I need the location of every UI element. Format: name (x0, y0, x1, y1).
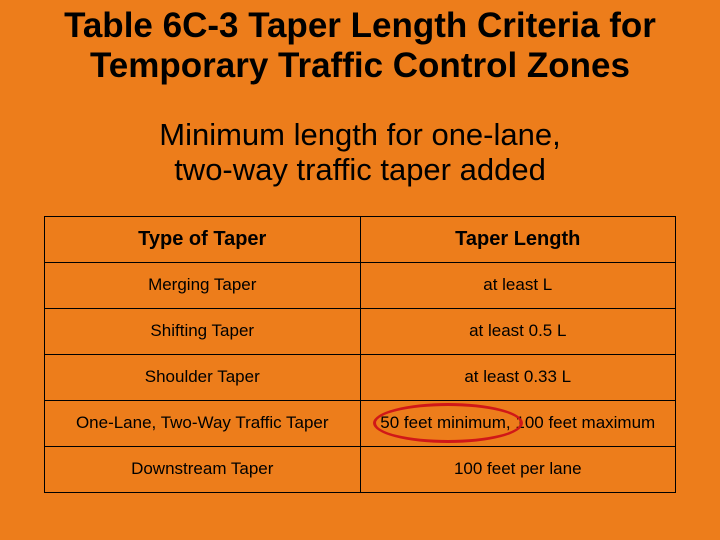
page-subtitle: Minimum length for one-lane, two-way tra… (0, 87, 720, 216)
table-row: Merging Taper at least L (45, 262, 676, 308)
cell-length: at least L (360, 262, 676, 308)
cell-length: 100 feet per lane (360, 446, 676, 492)
cell-type: Merging Taper (45, 262, 361, 308)
table-container: Type of Taper Taper Length Merging Taper… (0, 216, 720, 493)
subtitle-line-2: two-way traffic taper added (174, 152, 546, 187)
cell-type: Shifting Taper (45, 308, 361, 354)
taper-table: Type of Taper Taper Length Merging Taper… (44, 216, 676, 493)
page-title: Table 6C-3 Taper Length Criteria for Tem… (0, 0, 720, 87)
header-length: Taper Length (360, 216, 676, 262)
table-row: One-Lane, Two-Way Traffic Taper 50 feet … (45, 400, 676, 446)
table-row: Shifting Taper at least 0.5 L (45, 308, 676, 354)
subtitle-line-1: Minimum length for one-lane, (159, 117, 560, 152)
table-header-row: Type of Taper Taper Length (45, 216, 676, 262)
title-line-2: Temporary Traffic Control Zones (90, 46, 630, 85)
cell-type: One-Lane, Two-Way Traffic Taper (45, 400, 361, 446)
highlighted-text: 50 feet minimum, 100 feet maximum (380, 413, 655, 432)
table-row: Shoulder Taper at least 0.33 L (45, 354, 676, 400)
cell-type: Downstream Taper (45, 446, 361, 492)
cell-length: at least 0.5 L (360, 308, 676, 354)
title-line-1: Table 6C-3 Taper Length Criteria for (64, 6, 656, 45)
cell-length-highlighted: 50 feet minimum, 100 feet maximum (360, 400, 676, 446)
cell-length: at least 0.33 L (360, 354, 676, 400)
header-type: Type of Taper (45, 216, 361, 262)
table-row: Downstream Taper 100 feet per lane (45, 446, 676, 492)
cell-type: Shoulder Taper (45, 354, 361, 400)
